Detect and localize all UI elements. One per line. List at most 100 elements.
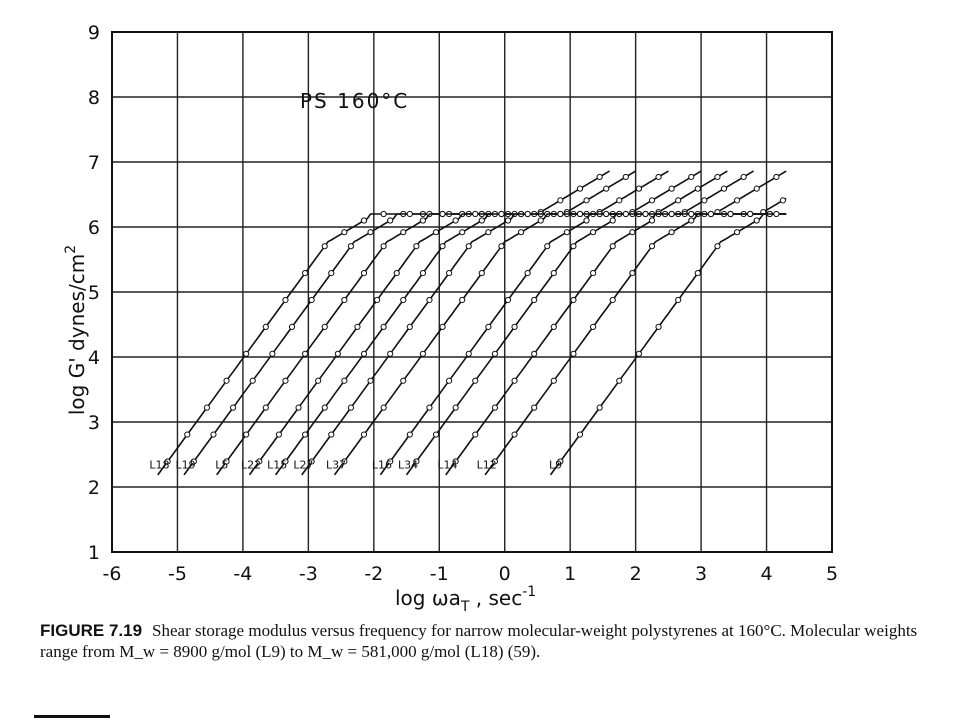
data-point xyxy=(360,431,368,438)
y-tick-label: 8 xyxy=(88,87,100,109)
data-point xyxy=(668,185,675,192)
data-point xyxy=(341,229,348,236)
series-line xyxy=(549,213,787,476)
data-point xyxy=(550,377,557,384)
data-point xyxy=(419,217,427,224)
series-label: L14 xyxy=(437,459,457,472)
caption-text: Shear storage modulus versus frequency f… xyxy=(40,621,918,661)
data-point xyxy=(275,431,283,438)
data-point xyxy=(596,173,603,181)
plot-frame xyxy=(111,31,833,553)
chart-annotation: PS 160°C xyxy=(300,89,409,113)
data-point xyxy=(491,404,499,411)
data-point xyxy=(210,431,217,438)
series-l12: L12 xyxy=(477,210,787,476)
data-point xyxy=(262,323,269,331)
y-tick-label: 1 xyxy=(88,542,100,564)
data-point xyxy=(223,377,230,384)
data-point xyxy=(557,458,564,465)
data-point xyxy=(328,431,335,438)
y-tick-label: 5 xyxy=(88,282,100,304)
data-point xyxy=(498,243,505,250)
data-point xyxy=(603,185,610,192)
data-point xyxy=(380,243,387,250)
data-point xyxy=(373,296,381,304)
y-tick-label: 9 xyxy=(88,22,100,44)
data-point xyxy=(485,323,492,331)
data-point xyxy=(341,377,348,384)
data-point xyxy=(531,404,538,411)
data-point xyxy=(694,269,701,277)
series-label: L15 xyxy=(267,459,287,472)
data-point xyxy=(557,197,564,204)
data-point xyxy=(688,210,695,218)
data-point xyxy=(406,431,413,438)
data-point xyxy=(668,229,675,236)
data-point xyxy=(557,210,564,218)
series-label: L27 xyxy=(293,459,313,472)
data-point xyxy=(413,458,420,465)
data-point xyxy=(295,404,302,411)
y-tick-label: 3 xyxy=(88,412,100,434)
data-point xyxy=(635,350,643,357)
data-point xyxy=(583,217,590,224)
data-point xyxy=(400,229,407,236)
data-point xyxy=(537,217,544,224)
grid-layer xyxy=(112,32,832,552)
data-point xyxy=(472,431,479,438)
data-point xyxy=(452,217,459,224)
x-tick-label: -2 xyxy=(364,563,383,585)
y-tick-label: 6 xyxy=(88,217,100,239)
data-point xyxy=(452,404,459,411)
data-point xyxy=(387,350,394,357)
data-point xyxy=(491,458,499,465)
data-point xyxy=(616,377,623,384)
data-point xyxy=(714,173,721,181)
data-point xyxy=(517,229,525,236)
data-point xyxy=(465,243,472,250)
data-point xyxy=(406,323,413,331)
data-point xyxy=(190,458,197,465)
series-label: L37 xyxy=(326,459,346,472)
data-point xyxy=(688,173,695,181)
data-point xyxy=(524,210,531,218)
series-l14: L14 xyxy=(437,210,787,476)
data-point xyxy=(655,323,662,331)
data-point xyxy=(609,296,616,304)
data-point xyxy=(550,269,557,277)
data-point xyxy=(459,229,466,236)
data-point xyxy=(315,377,322,384)
data-point xyxy=(328,269,335,277)
data-point xyxy=(269,350,276,357)
data-point xyxy=(563,229,571,236)
x-tick-label: -6 xyxy=(103,563,122,585)
data-point xyxy=(301,350,309,357)
data-point xyxy=(675,197,682,204)
data-point xyxy=(668,210,675,218)
data-point xyxy=(629,229,636,236)
data-point xyxy=(367,229,374,236)
data-point xyxy=(432,229,440,236)
x-tick-label: 2 xyxy=(630,563,642,585)
data-point xyxy=(243,350,250,357)
data-point xyxy=(655,173,662,181)
data-point xyxy=(531,296,538,304)
data-point xyxy=(504,296,512,304)
data-point xyxy=(419,350,427,357)
data-point xyxy=(387,458,394,465)
data-point xyxy=(531,350,538,357)
data-point xyxy=(400,377,407,384)
series-l9: L9 xyxy=(549,210,787,476)
data-point xyxy=(282,296,289,304)
data-point xyxy=(524,269,531,277)
data-point xyxy=(511,377,518,384)
data-point xyxy=(694,185,701,192)
data-point xyxy=(550,323,557,331)
data-point xyxy=(544,243,551,250)
x-tick-label: 4 xyxy=(760,563,772,585)
data-point xyxy=(779,197,787,204)
data-point xyxy=(648,243,656,250)
data-point xyxy=(341,296,348,304)
data-point xyxy=(243,431,250,438)
data-point xyxy=(282,458,289,465)
